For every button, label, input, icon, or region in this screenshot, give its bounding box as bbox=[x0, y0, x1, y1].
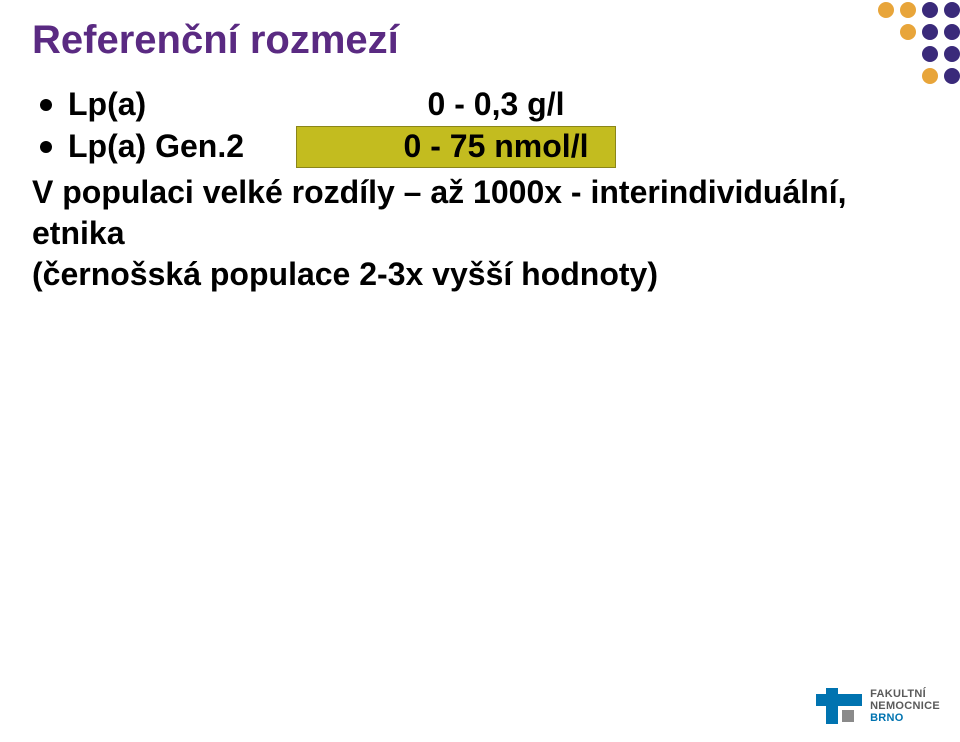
dot-icon bbox=[944, 68, 960, 84]
dot-icon bbox=[878, 2, 894, 18]
dot-icon bbox=[900, 24, 916, 40]
logo-line: FAKULTNÍ bbox=[870, 688, 940, 700]
dot-icon bbox=[922, 2, 938, 18]
dot-icon bbox=[922, 68, 938, 84]
bullet-value: 0 - 75 nmol/l bbox=[336, 128, 656, 165]
logo: FAKULTNÍ NEMOCNICE BRNO bbox=[816, 688, 940, 724]
bullet-label: Lp(a) bbox=[68, 86, 336, 123]
logo-text: FAKULTNÍ NEMOCNICE BRNO bbox=[870, 688, 940, 724]
bullet-icon bbox=[40, 99, 52, 111]
bullet-value: 0 - 0,3 g/l bbox=[336, 86, 656, 123]
bullet-icon bbox=[40, 141, 52, 153]
bullet-label: Lp(a) Gen.2 bbox=[68, 128, 336, 165]
body-line: (černošská populace 2-3x vyšší hodnoty) bbox=[32, 254, 912, 295]
bullet-row: Lp(a) Gen.2 0 - 75 nmol/l bbox=[40, 128, 656, 165]
dot-icon bbox=[944, 2, 960, 18]
slide: Referenční rozmezí Lp(a) 0 - 0,3 g/l Lp(… bbox=[0, 0, 960, 742]
dot-icon bbox=[922, 46, 938, 62]
body-line: V populaci velké rozdíly – až 1000x - in… bbox=[32, 172, 912, 254]
logo-mark-icon bbox=[816, 688, 862, 724]
dot-icon bbox=[944, 46, 960, 62]
body-text: V populaci velké rozdíly – až 1000x - in… bbox=[32, 172, 912, 295]
logo-line: NEMOCNICE bbox=[870, 700, 940, 712]
logo-line: BRNO bbox=[870, 712, 940, 724]
dot-icon bbox=[900, 2, 916, 18]
dot-icon bbox=[944, 24, 960, 40]
dot-icon bbox=[922, 24, 938, 40]
bullet-row: Lp(a) 0 - 0,3 g/l bbox=[40, 86, 656, 123]
decor-dots bbox=[840, 0, 960, 100]
slide-title: Referenční rozmezí bbox=[32, 18, 399, 63]
